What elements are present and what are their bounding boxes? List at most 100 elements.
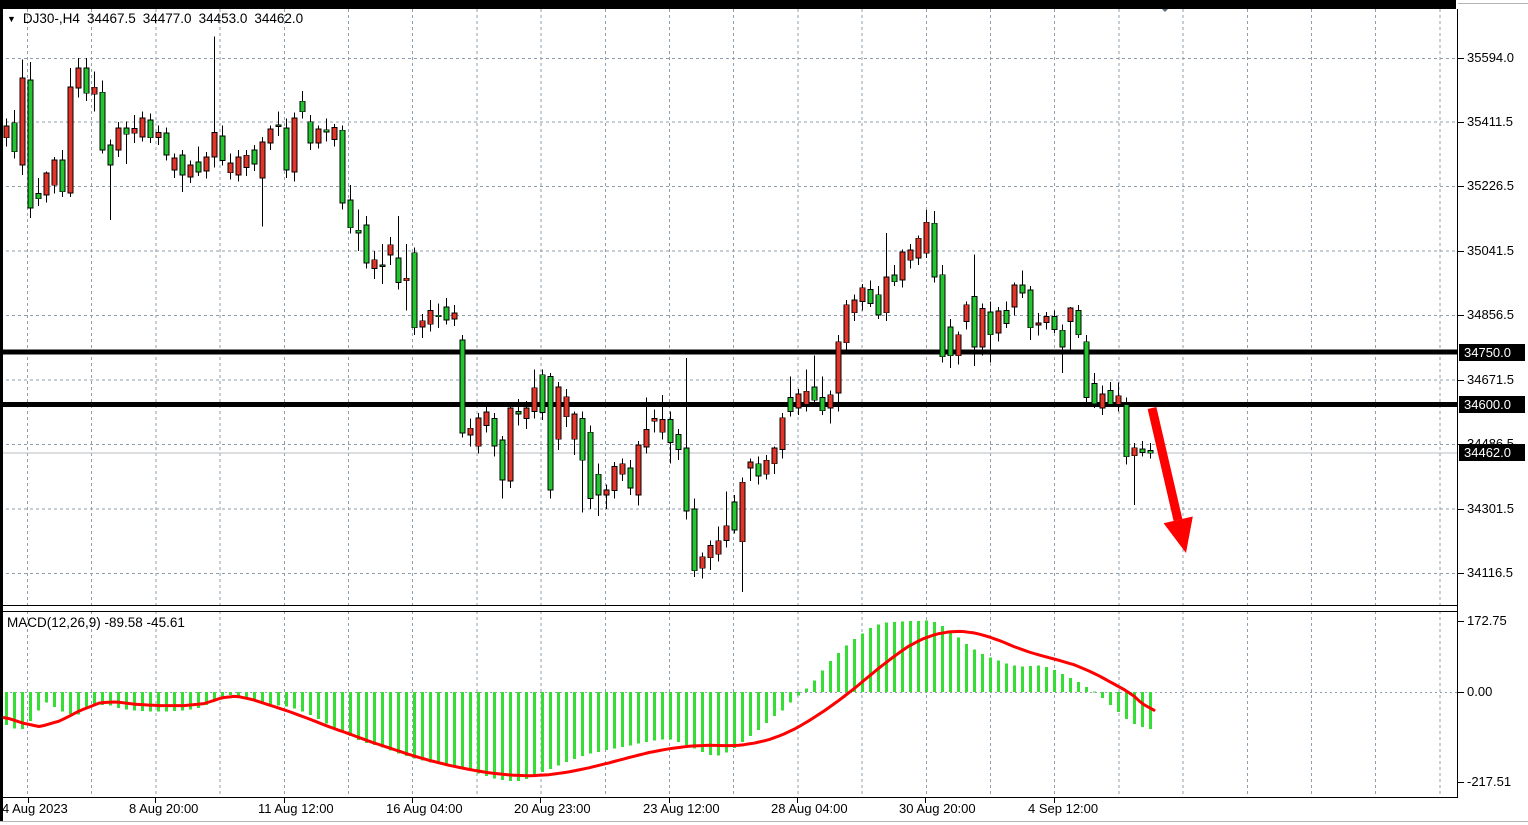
macd-bar (1077, 682, 1080, 692)
macd-bar (549, 692, 552, 769)
macd-bar (877, 624, 880, 692)
macd-bar (605, 692, 608, 751)
macd-bar (965, 643, 968, 692)
macd-bar (309, 692, 312, 715)
macd-bar (1061, 673, 1064, 692)
macd-bar (93, 692, 96, 705)
candle-body (91, 86, 98, 95)
macd-axis-label: -217.51 (1467, 773, 1512, 789)
candle-body (915, 237, 922, 259)
time-axis-label: 30 Aug 20:00 (899, 801, 976, 816)
candle-body (939, 274, 946, 358)
macd-bar (581, 692, 584, 757)
macd-bar (365, 692, 368, 743)
macd-bar (197, 692, 200, 709)
candle-body (779, 417, 786, 450)
macd-bar (589, 692, 592, 754)
macd-tick-mark (1458, 692, 1464, 693)
macd-bar (381, 692, 384, 748)
macd-bar (181, 692, 184, 711)
macd-bar (725, 692, 728, 753)
candle-body (443, 306, 450, 321)
macd-bar (533, 692, 536, 776)
macd-bar (157, 692, 160, 712)
candle-body (83, 67, 90, 94)
candle-body (403, 277, 410, 282)
candle-body (547, 376, 554, 491)
level-price-box: 34750.0 (1459, 343, 1525, 361)
candle-body (715, 540, 722, 555)
macd-signal-line (2, 629, 1156, 778)
candle-body (523, 407, 530, 419)
candle-body (659, 419, 666, 433)
macd-bar (445, 692, 448, 764)
candle-body (27, 79, 34, 209)
macd-bar (909, 621, 912, 692)
candle-body (435, 314, 442, 318)
macd-bar (541, 692, 544, 773)
macd-axis-label: 172.75 (1467, 612, 1507, 628)
macd-bar (741, 692, 744, 742)
macd-bar (1125, 692, 1128, 719)
candle-body (891, 274, 898, 283)
candle-body (259, 141, 266, 179)
candle-body (555, 386, 562, 440)
candle-body (123, 127, 130, 135)
candle-body (707, 545, 714, 559)
macd-bar (293, 692, 296, 709)
candle-body (571, 413, 578, 440)
candle-body (763, 459, 770, 475)
time-tick-mark (28, 798, 29, 803)
time-tick-mark (540, 798, 541, 803)
macd-bar (1045, 667, 1048, 692)
macd-bar (205, 692, 208, 705)
macd-bar (245, 692, 248, 698)
macd-bar (653, 692, 656, 741)
candle-body (883, 276, 890, 314)
macd-bar (317, 692, 320, 719)
macd-bar (573, 692, 576, 759)
candle-body (819, 397, 826, 412)
macd-bar (125, 692, 128, 710)
candle-body (139, 117, 146, 138)
candle-body (1107, 390, 1114, 405)
macd-bar (525, 692, 528, 780)
candle-body (147, 119, 154, 139)
macd-bar (797, 692, 800, 696)
ohlc-close: 34462.0 (254, 11, 304, 26)
macd-bar (405, 692, 408, 757)
macd-bar (869, 627, 872, 692)
ohlc-open: 34467.5 (86, 11, 136, 26)
macd-bar (1109, 692, 1112, 705)
macd-bar (29, 692, 32, 721)
candle-body (203, 156, 210, 172)
candle-body (235, 156, 242, 176)
ohlc-high: 34477.0 (142, 11, 192, 26)
macd-bar (1021, 666, 1024, 692)
candle-body (1019, 284, 1026, 294)
macd-tick-mark (1458, 620, 1464, 622)
macd-bar (957, 637, 960, 692)
candle-body (1131, 447, 1138, 457)
macd-bar (845, 645, 848, 692)
macd-bar (1117, 692, 1120, 713)
symbol-dropdown-icon[interactable]: ▼ (7, 14, 16, 24)
macd-bar (717, 692, 720, 756)
macd-bar (1093, 691, 1096, 693)
macd-bar (733, 692, 736, 748)
chart-info-header: ▼ DJ30-,H4 34467.5 34477.0 34453.0 34462… (7, 11, 303, 26)
ohlc-low: 34453.0 (198, 11, 248, 26)
candle-body (611, 466, 618, 491)
candles-layer[interactable] (3, 36, 1154, 592)
candle-body (35, 193, 42, 200)
candle-body (499, 439, 506, 481)
down-arrow-annotation[interactable] (1147, 406, 1183, 522)
candle-body (195, 161, 202, 173)
macd-bar (21, 692, 24, 730)
candle-body (243, 154, 250, 168)
macd-bar (429, 692, 432, 763)
macd-bar (685, 692, 688, 745)
macd-bar (1037, 665, 1040, 692)
macd-bar (173, 692, 176, 712)
